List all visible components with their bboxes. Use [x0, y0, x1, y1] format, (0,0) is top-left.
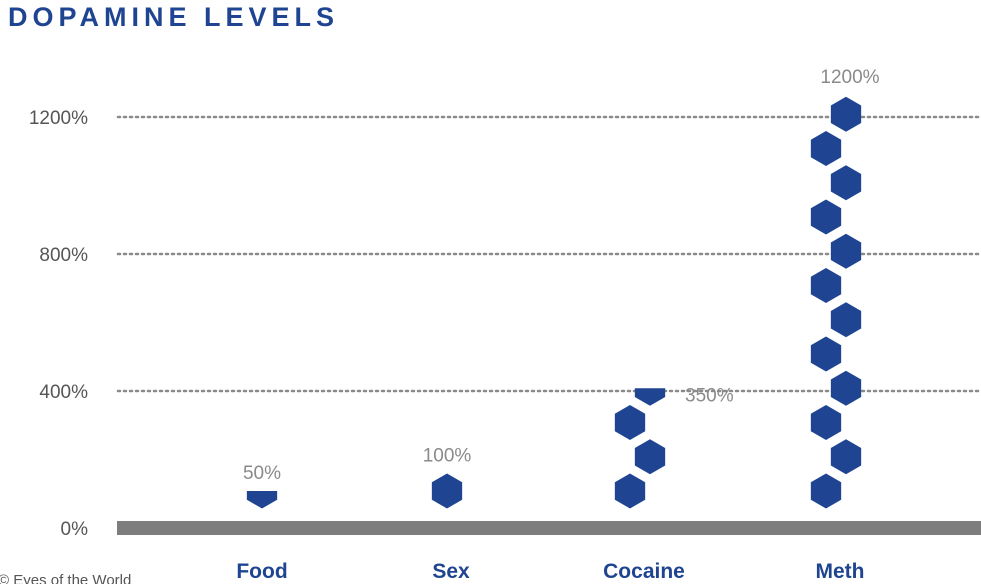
- x-category-label: Cocaine: [603, 560, 685, 583]
- hexagon: [830, 233, 862, 269]
- data-label: 50%: [243, 463, 281, 484]
- hexagon: [810, 268, 842, 303]
- hexagon: [830, 302, 862, 338]
- hexagon: [830, 165, 862, 201]
- y-tick-label: 800%: [39, 245, 88, 266]
- y-tick-label: 1200%: [29, 108, 88, 129]
- data-label: 350%: [685, 385, 734, 406]
- hexagon: [810, 199, 842, 235]
- hexagon: [614, 473, 646, 509]
- bar-sex: [431, 473, 463, 509]
- hexagon: [810, 336, 842, 372]
- hexagon: [614, 405, 646, 440]
- bar-food: [246, 491, 278, 509]
- hexagon: [431, 473, 463, 509]
- y-tick-label: 0%: [61, 519, 89, 540]
- bar-cocaine: [614, 388, 666, 509]
- hexagon-partial: [634, 388, 666, 406]
- hexagon: [634, 439, 666, 475]
- data-label: 100%: [423, 446, 472, 467]
- bar-meth: [810, 96, 862, 509]
- x-category-label: Sex: [432, 560, 470, 583]
- hexagon: [810, 473, 842, 509]
- x-category-label: Meth: [816, 560, 865, 583]
- hexagon: [830, 439, 862, 475]
- hexagon: [830, 370, 862, 406]
- chart-title: DOPAMINE LEVELS: [8, 2, 340, 32]
- y-tick-label: 400%: [39, 382, 88, 403]
- data-label: 1200%: [820, 67, 879, 88]
- baseline-bar: [117, 521, 981, 535]
- x-category-label: Food: [236, 560, 287, 583]
- source-credit: © Eyes of the World: [0, 572, 132, 584]
- hexagon-partial: [246, 491, 278, 509]
- hexagon: [810, 405, 842, 440]
- hexagon: [830, 96, 862, 132]
- hexagon: [810, 131, 842, 166]
